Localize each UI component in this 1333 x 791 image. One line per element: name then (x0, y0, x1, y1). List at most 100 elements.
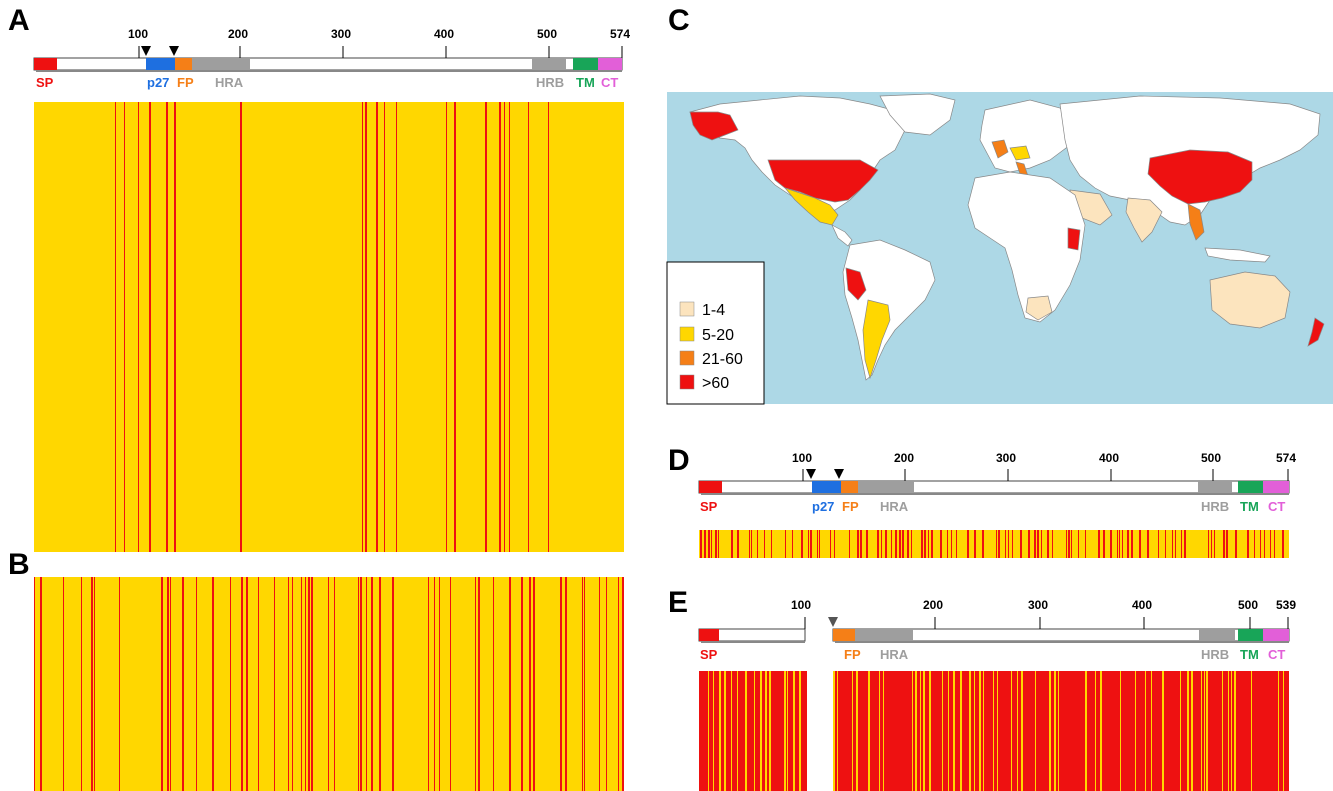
variable-site-stripe (731, 530, 733, 558)
tick-500-e: 500 (1238, 598, 1258, 612)
world-map (667, 92, 1333, 404)
variable-site-stripe (1228, 671, 1229, 791)
variable-site-stripe (493, 577, 494, 791)
variable-site-stripe (258, 577, 259, 791)
variable-site-stripe (1223, 530, 1225, 558)
domain-hra-a (192, 58, 250, 70)
legend-label-gt60: >60 (702, 375, 729, 392)
variable-site-stripe (119, 577, 120, 791)
variable-site-stripe (371, 577, 373, 791)
panel-label-c: C (668, 4, 690, 37)
alignment-heatmap-d (699, 530, 1289, 558)
tick-400-e: 400 (1132, 598, 1152, 612)
variable-site-stripe (1172, 530, 1173, 558)
alignment-heatmap-e (699, 671, 1289, 791)
variable-site-stripe (1231, 671, 1232, 791)
region-south-africa (1025, 295, 1053, 321)
variable-site-stripe (998, 530, 1000, 558)
variable-site-stripe (622, 577, 624, 791)
variable-site-stripe (1208, 530, 1209, 558)
variable-site-stripe (877, 530, 879, 558)
variable-site-stripe (799, 671, 801, 791)
variable-site-stripe (920, 671, 921, 791)
variable-site-stripe (787, 671, 788, 791)
variable-site-stripe (754, 671, 755, 791)
label-p27-d: p27 (812, 499, 834, 514)
variable-site-stripe (857, 530, 859, 558)
variable-site-stripe (860, 530, 862, 558)
domain-sp-a (34, 58, 57, 70)
variable-site-stripe (1180, 671, 1181, 791)
variable-site-stripe (1162, 671, 1164, 791)
variable-site-stripe (548, 102, 549, 552)
variable-site-stripe (1054, 671, 1056, 791)
variable-site-stripe (1117, 530, 1118, 558)
variable-site-stripe (63, 577, 64, 791)
label-tm-a: TM (576, 75, 595, 90)
variable-site-stripe (902, 530, 904, 558)
protein-scheme-a: 100 200 300 400 500 574 SP p27 FP HRA HR… (33, 27, 630, 90)
variable-site-stripe (81, 577, 82, 791)
variable-site-stripe (837, 671, 838, 791)
panel-label-a: A (8, 4, 30, 37)
domain-p27-a (146, 58, 175, 70)
variable-site-stripe (868, 671, 870, 791)
variable-site-stripe (1120, 671, 1121, 791)
variable-site-stripe (1049, 671, 1051, 791)
variable-site-stripe (246, 577, 248, 791)
variable-site-stripe (801, 530, 803, 558)
variable-site-stripe (708, 671, 709, 791)
variable-site-stripe (565, 577, 567, 791)
variable-site-stripe (881, 530, 882, 558)
variable-site-stripe (1214, 530, 1215, 558)
tick-574-d: 574 (1276, 451, 1296, 465)
legend-label-21-60: 21-60 (702, 351, 743, 368)
variable-site-stripe (1119, 530, 1120, 558)
variable-site-stripe (929, 671, 931, 791)
tick-100-d: 100 (792, 451, 812, 465)
variable-site-stripe (1012, 530, 1013, 558)
label-sp-a: SP (36, 75, 54, 90)
label-sp-d: SP (700, 499, 718, 514)
variable-site-stripe (450, 577, 451, 791)
variable-site-stripe (1011, 671, 1012, 791)
variable-site-stripe (1037, 530, 1039, 558)
panel-label-d: D (668, 444, 690, 477)
variable-site-stripe (1175, 530, 1176, 558)
region-argentina (862, 299, 891, 380)
variable-site-stripe (1127, 530, 1129, 558)
variable-site-stripe (509, 102, 510, 552)
label-ct-d: CT (1268, 499, 1285, 514)
variable-site-stripe (1283, 671, 1284, 791)
variable-site-stripe (376, 102, 378, 552)
variable-site-stripe (1034, 530, 1036, 558)
variable-site-stripe (475, 577, 476, 791)
variable-site-stripe (907, 530, 909, 558)
variable-site-stripe (1260, 530, 1261, 558)
label-hrb-e: HRB (1201, 647, 1229, 662)
variable-site-stripe (1078, 530, 1079, 558)
region-china (1147, 149, 1253, 205)
variable-site-stripe (967, 530, 969, 558)
variable-site-stripe (891, 530, 892, 558)
tick-300-e: 300 (1028, 598, 1048, 612)
label-hrb-a: HRB (536, 75, 564, 90)
variable-site-stripe (704, 530, 706, 558)
variable-site-stripe (979, 671, 981, 791)
tick-100-e: 100 (791, 598, 811, 612)
variable-site-stripe (606, 577, 607, 791)
variable-site-stripe (771, 530, 772, 558)
label-sp-e: SP (700, 647, 718, 662)
variable-site-stripe (305, 577, 306, 791)
variable-site-stripe (856, 671, 858, 791)
variable-site-stripe (1211, 530, 1212, 558)
variable-site-stripe (931, 530, 933, 558)
region-peru (845, 267, 867, 301)
domain-fp-a (175, 58, 192, 70)
variable-site-stripe (718, 530, 719, 558)
variable-site-stripe (1071, 530, 1072, 558)
variable-site-stripe (769, 671, 771, 791)
variable-site-stripe (1028, 530, 1030, 558)
variable-site-stripe (1191, 671, 1193, 791)
variable-site-stripe (360, 577, 362, 791)
